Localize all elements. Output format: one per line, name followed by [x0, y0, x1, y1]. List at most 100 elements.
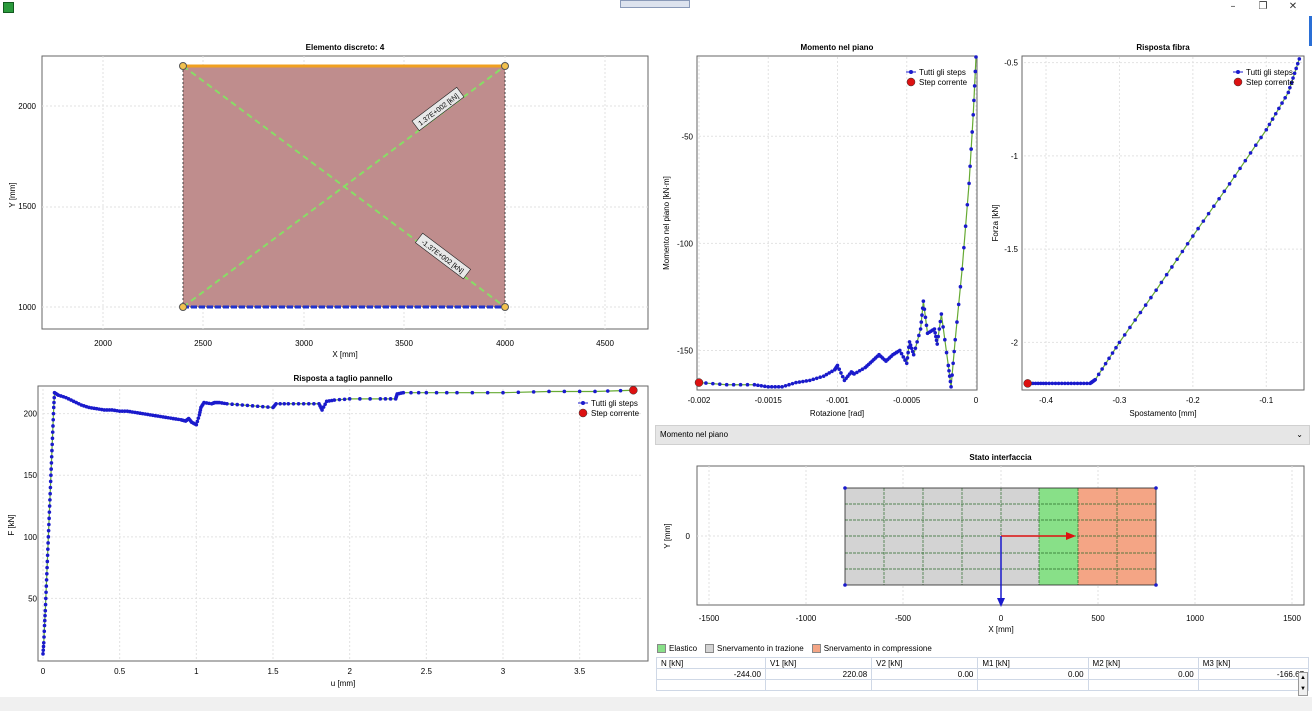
fiber-point	[1180, 249, 1185, 254]
shear-point	[605, 389, 610, 393]
shear-point	[102, 408, 107, 412]
moment-point	[787, 382, 791, 387]
node-top-right	[501, 62, 509, 70]
fiber-point	[1075, 381, 1080, 386]
shear-point	[49, 473, 53, 478]
shear-point	[321, 405, 326, 409]
plot-type-value: Momento nel piano	[660, 430, 729, 439]
legend-tension-label: Snervamento in trazione	[717, 644, 804, 653]
moment-legend-all: Tutti gli steps	[919, 68, 966, 77]
fiber-xtick-2: -0.2	[1186, 396, 1200, 405]
restore-button[interactable]: ❐	[1258, 1, 1268, 12]
if-xtick-1: -1000	[796, 614, 817, 623]
fiber-point	[1093, 377, 1098, 382]
moment-point	[933, 330, 937, 335]
moment-point	[918, 327, 923, 331]
fiber-point	[1081, 381, 1086, 386]
plot-type-select[interactable]: Momento nel piano ⌄	[655, 425, 1310, 445]
fiber-point	[1283, 95, 1287, 100]
table-scrollbar[interactable]: ▲ ▼	[1298, 672, 1308, 696]
shear-point	[43, 613, 47, 618]
shear-ytick-0: 50	[28, 594, 37, 603]
shear-point	[50, 448, 54, 453]
fiber-point	[1291, 76, 1295, 80]
shear-point	[48, 491, 52, 496]
moment-point	[972, 84, 977, 88]
minimize-button[interactable]: –	[1230, 1, 1236, 12]
close-button[interactable]: ✕	[1288, 1, 1298, 12]
shear-point	[45, 565, 49, 570]
cell-m1[interactable]: 0.00	[977, 668, 1089, 680]
moment-point	[915, 340, 919, 344]
moment-point	[776, 385, 781, 389]
moment-point	[972, 98, 976, 103]
shear-point	[368, 397, 372, 401]
moment-point	[924, 323, 929, 328]
moment-point	[759, 383, 764, 388]
shear-xtick-6: 3	[501, 667, 506, 676]
splitter-grip[interactable]	[620, 0, 690, 8]
shear-point	[323, 402, 327, 406]
moment-point	[970, 130, 974, 134]
moment-point	[794, 380, 798, 385]
el-ytick-0: 1000	[18, 303, 36, 312]
shear-point	[593, 389, 597, 394]
fiber-point	[1164, 272, 1169, 277]
moment-point	[745, 382, 750, 387]
moment-point	[906, 350, 910, 355]
el-xtick-1: 2500	[194, 339, 212, 348]
fiber-point	[1217, 196, 1221, 201]
moment-point	[711, 381, 715, 386]
shear-point	[49, 467, 53, 471]
shear-xlabel: u [mm]	[331, 679, 355, 688]
moment-point	[943, 337, 947, 342]
cell-v1[interactable]: 220.08	[764, 668, 873, 680]
table-row[interactable]: -244.00 220.08 0.00 0.00 0.00 -166.67	[656, 668, 1310, 680]
fiber-point	[1289, 81, 1294, 85]
shear-point	[47, 516, 51, 521]
fiber-ytick-2: -1.5	[1004, 245, 1018, 254]
shear-point	[235, 402, 240, 407]
fiber-point	[1259, 135, 1263, 140]
shear-point	[44, 584, 49, 588]
cell-m2[interactable]: 0.00	[1087, 668, 1199, 680]
shear-point	[48, 498, 52, 502]
results-header-row: N [kN] V1 [kN] V2 [kN] M1 [kN] M2 [kN] M…	[656, 657, 1310, 669]
fiber-point	[1114, 345, 1118, 350]
shear-ytick-1: 100	[24, 533, 38, 542]
if-xlabel: X [mm]	[988, 625, 1013, 634]
cell-m3[interactable]: -166.67	[1197, 668, 1310, 680]
col-header: M3 [kN]	[1197, 657, 1310, 669]
shear-point	[470, 390, 475, 395]
shear-point	[41, 652, 45, 656]
shear-point	[46, 528, 51, 533]
shear-point	[291, 401, 296, 406]
moment-point	[948, 379, 953, 384]
moment-point	[835, 363, 840, 368]
shear-point	[347, 397, 352, 401]
shear-point	[240, 403, 245, 407]
moment-point	[908, 343, 913, 347]
shear-point	[577, 389, 582, 394]
shear-point	[195, 419, 200, 424]
shear-point	[250, 404, 255, 408]
moment-xlabel: Rotazione [rad]	[810, 409, 864, 418]
fiber-point	[1038, 381, 1043, 386]
moment-legend-current: Step corrente	[919, 78, 968, 87]
shear-point	[46, 547, 50, 551]
moment-point	[780, 385, 784, 389]
cell-v2[interactable]: 0.00	[871, 668, 979, 680]
cell-n[interactable]: -244.00	[656, 668, 766, 680]
el-ytick-1: 1500	[18, 202, 36, 211]
results-table: N [kN] V1 [kN] V2 [kN] M1 [kN] M2 [kN] M…	[656, 657, 1310, 691]
shear-current-step	[629, 385, 638, 395]
shear-point	[44, 578, 49, 582]
fiber-ytick-3: -2	[1011, 338, 1019, 347]
shear-point	[358, 397, 362, 401]
fiber-point	[1159, 280, 1164, 285]
moment-point	[969, 147, 973, 151]
moment-xtick-0: -0.002	[688, 396, 711, 405]
fiber-xtick-3: -0.1	[1259, 396, 1273, 405]
element-plot: 1.37E+002 [kN] -1.37E+002 [kN] 2000 2500…	[8, 55, 649, 359]
fiber-point	[1117, 340, 1122, 345]
